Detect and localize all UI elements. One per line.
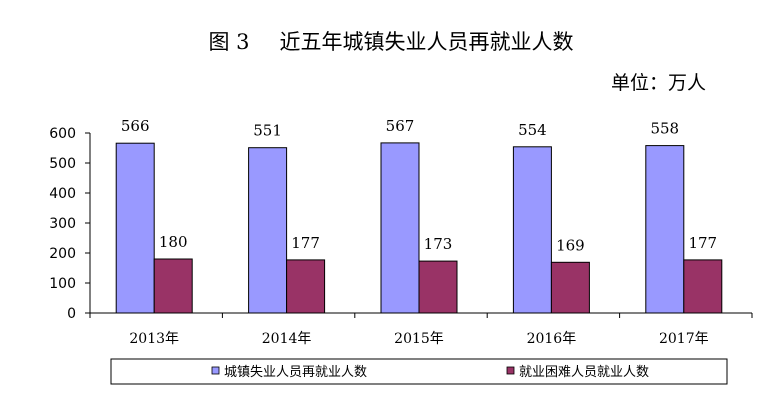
legend-label-2: 就业困难人员就业人数 — [519, 365, 649, 380]
bar-series-2 — [418, 260, 458, 314]
bar-series-1 — [645, 145, 685, 314]
bar-series-1 — [512, 146, 552, 314]
x-category-label: 2016年 — [527, 331, 577, 347]
bar-series-2 — [550, 261, 590, 314]
unit-label: 单位：万人 — [610, 72, 706, 94]
bar-series-2 — [286, 259, 326, 314]
y-tick-label: 0 — [67, 306, 76, 322]
x-category-label: 2015年 — [394, 331, 444, 347]
x-category-label: 2014年 — [262, 331, 312, 347]
data-label: 551 — [253, 122, 282, 140]
data-label: 566 — [121, 117, 150, 135]
data-label: 180 — [159, 233, 188, 251]
bar-series-1 — [115, 142, 155, 314]
y-tick-label: 400 — [49, 186, 76, 202]
figure-title-text: 近五年城镇失业人员再就业人数 — [279, 30, 574, 54]
data-label: 177 — [688, 234, 717, 252]
bar-series-2 — [153, 258, 193, 314]
data-label: 169 — [556, 236, 585, 254]
x-category-label: 2017年 — [659, 331, 709, 347]
y-tick-label: 200 — [49, 246, 76, 262]
chart-title: 图 3 近五年城镇失业人员再就业人数 — [0, 26, 782, 56]
legend-label-1: 城镇失业人员再就业人数 — [224, 365, 367, 380]
bar-series-1 — [380, 142, 420, 314]
bar-series-2 — [683, 259, 723, 314]
data-label: 567 — [386, 117, 415, 135]
x-category-label: 2013年 — [129, 331, 179, 347]
bar-series-1 — [248, 147, 288, 314]
data-label: 558 — [650, 120, 679, 138]
data-label: 177 — [291, 234, 320, 252]
legend-swatch-1 — [211, 366, 220, 375]
figure-number: 图 3 — [208, 30, 250, 54]
y-tick-label: 500 — [49, 156, 76, 172]
y-tick-label: 600 — [49, 126, 76, 142]
y-tick-label: 100 — [49, 276, 76, 292]
data-label: 173 — [424, 235, 453, 253]
data-label: 554 — [518, 121, 547, 139]
y-tick-label: 300 — [49, 216, 76, 232]
legend-swatch-2 — [506, 366, 515, 375]
